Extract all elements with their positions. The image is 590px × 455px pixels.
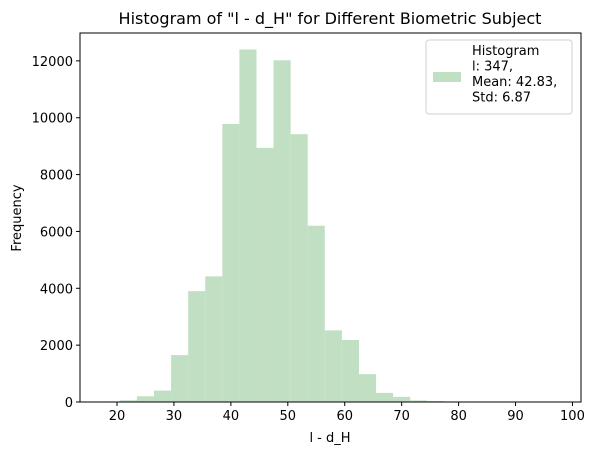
histogram-bar	[410, 400, 428, 402]
histogram-bar	[358, 374, 377, 402]
legend-label: l: 347,	[472, 60, 513, 75]
y-tick-label: 6000	[40, 225, 73, 240]
legend-label: Mean: 42.83,	[472, 75, 557, 90]
x-tick-label: 100	[560, 409, 585, 424]
chart-title: Histogram of "l - d_H" for Different Bio…	[119, 9, 542, 29]
histogram-bar	[341, 340, 359, 402]
y-axis-label: Frequency	[10, 184, 25, 251]
legend-swatch	[433, 72, 461, 82]
histogram-bar	[256, 147, 274, 402]
y-tick-label: 2000	[40, 339, 73, 354]
x-tick-label: 70	[393, 409, 410, 424]
histogram-bar	[154, 390, 172, 402]
histogram-bar	[205, 276, 223, 402]
axes-group: 20 30 40 50 60 70 80 90 100 0 2000 4000 6000 8000 1000…	[32, 32, 585, 424]
x-tick-label: 50	[280, 409, 297, 424]
histogram-bar	[136, 396, 155, 402]
histogram-bar	[393, 396, 411, 402]
histogram-bar	[171, 355, 189, 402]
histogram-bar	[119, 400, 137, 402]
histogram-bar	[273, 60, 291, 402]
plot-frame	[79, 32, 582, 403]
y-tick-label: 0	[65, 396, 73, 411]
histogram-bar	[188, 291, 206, 402]
legend-box	[425, 39, 573, 115]
histogram-bar	[324, 330, 342, 402]
histogram-bar	[222, 123, 240, 402]
x-tick-label: 40	[223, 409, 240, 424]
x-tick-label: 80	[450, 409, 467, 424]
legend-label: Histogram	[472, 44, 539, 59]
histogram-bar	[239, 49, 257, 403]
x-tick-label: 90	[507, 409, 524, 424]
y-tick-label: 10000	[32, 112, 73, 127]
y-tick-label: 12000	[32, 55, 73, 70]
histogram-bar	[376, 392, 394, 402]
x-axis-label: l - d_H	[309, 431, 350, 446]
legend-label: Std: 6.87	[472, 91, 531, 106]
x-tick-label: 20	[109, 409, 126, 424]
y-tick-label: 8000	[40, 169, 73, 184]
x-tick-label: 60	[336, 409, 353, 424]
histogram-bar	[290, 134, 308, 402]
x-tick-label: 30	[166, 409, 183, 424]
y-tick-label: 4000	[40, 282, 73, 297]
histogram-bar	[307, 225, 325, 402]
